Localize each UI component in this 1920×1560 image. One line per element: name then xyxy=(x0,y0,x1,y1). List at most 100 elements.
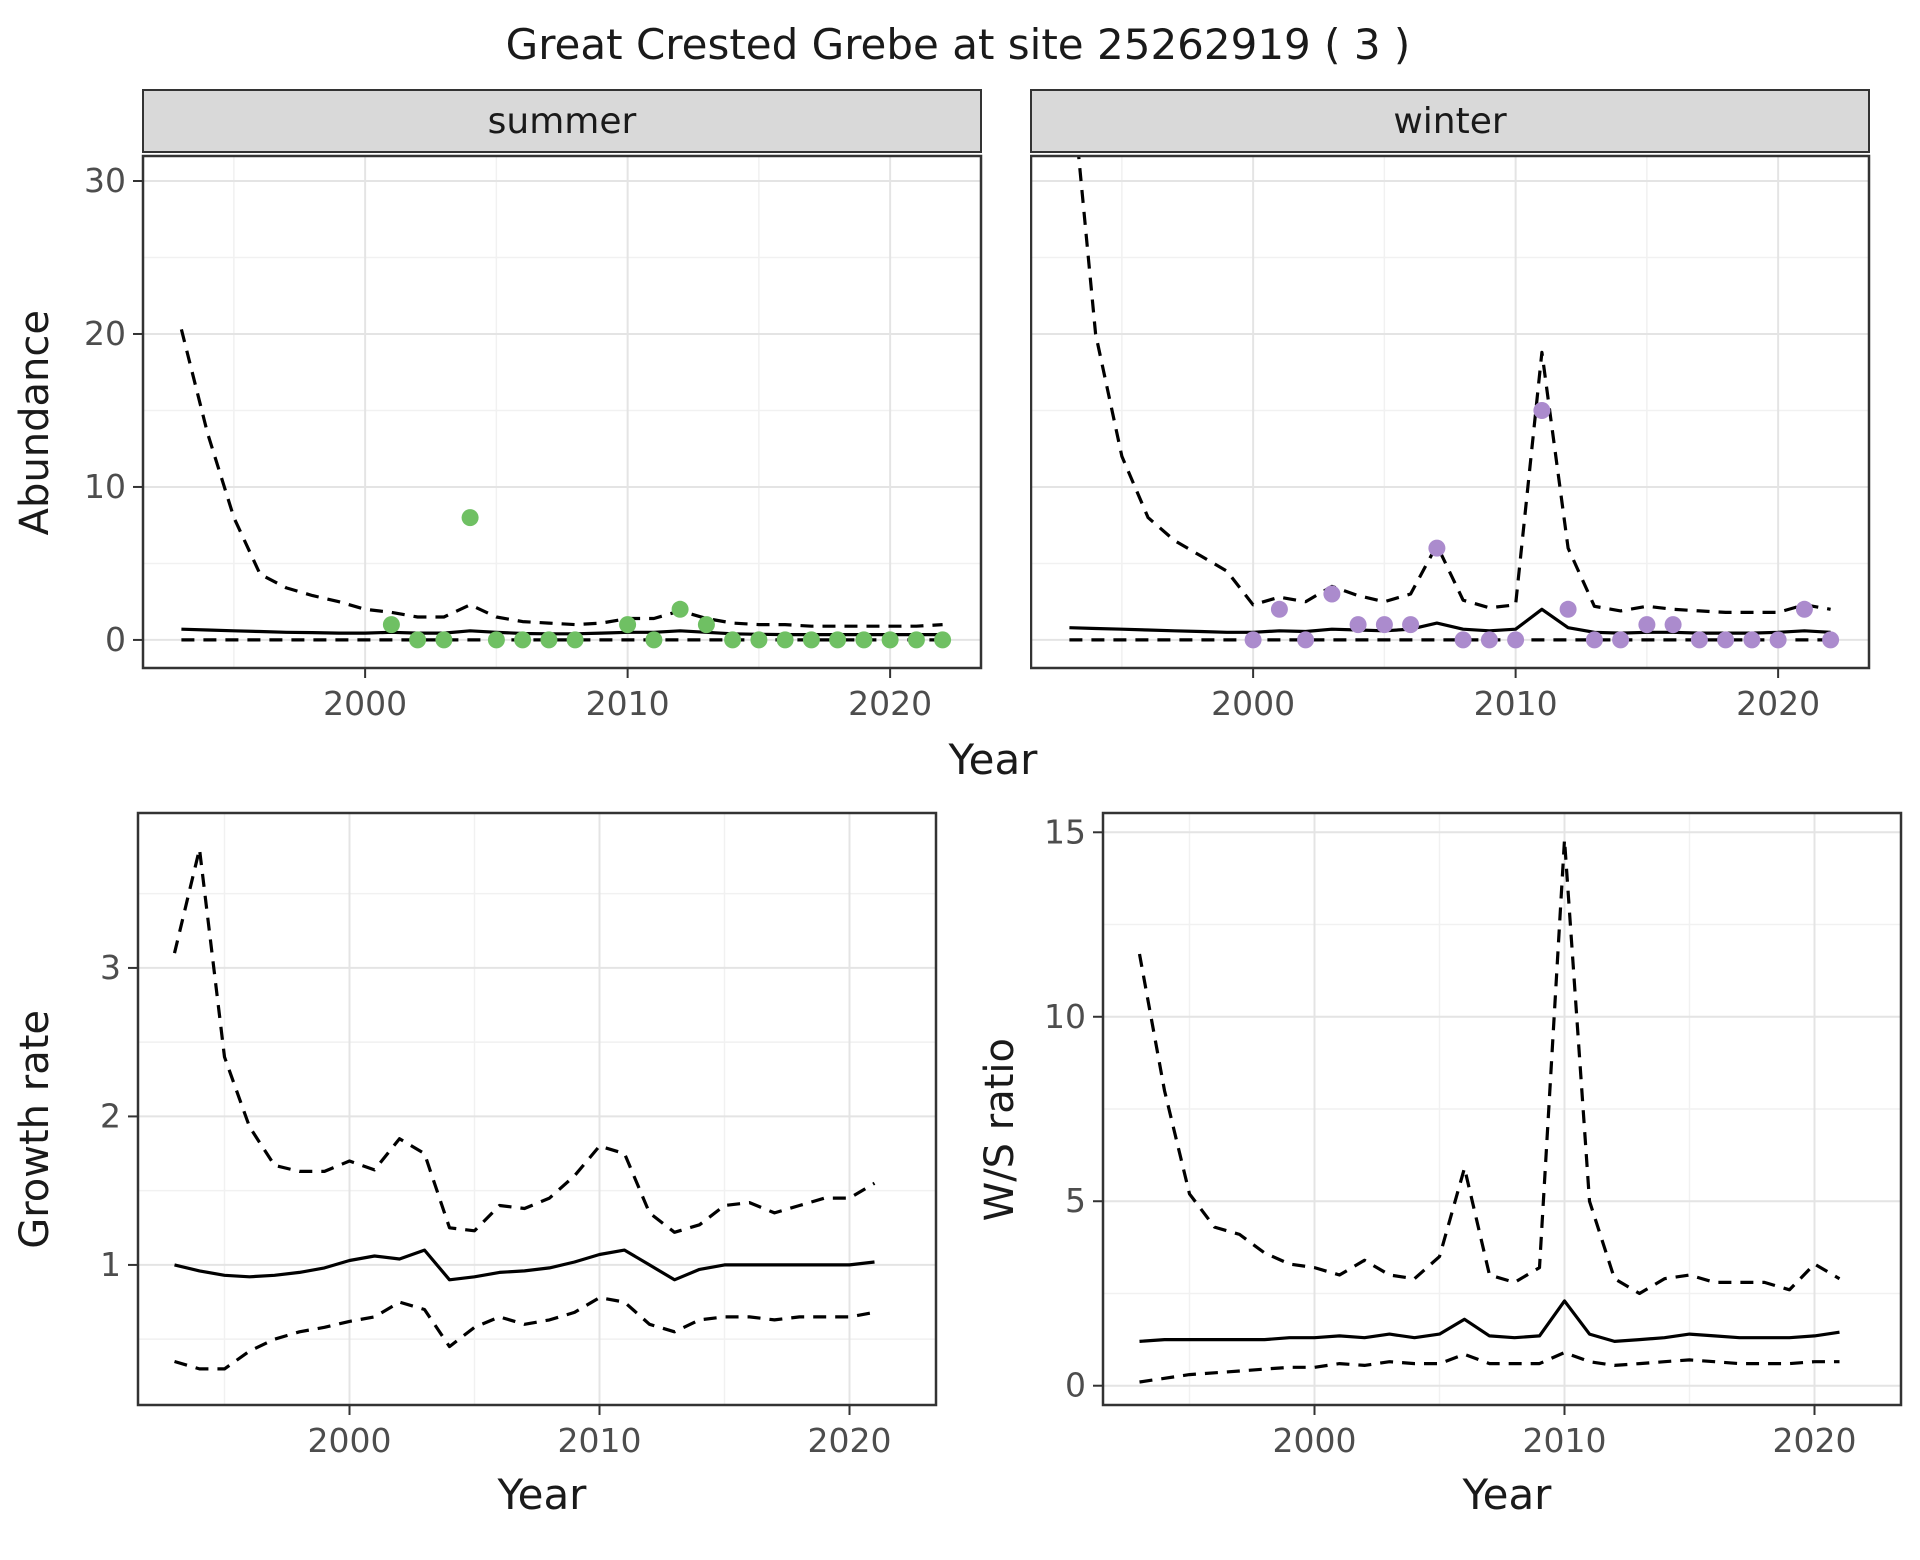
x-tick-label: 2020 xyxy=(1773,1421,1857,1460)
data-point xyxy=(435,631,453,649)
data-point xyxy=(382,616,400,634)
x-tick-label: 2000 xyxy=(1273,1421,1357,1460)
data-point xyxy=(1454,631,1472,649)
data-point xyxy=(1349,616,1367,634)
panel-background xyxy=(1030,155,1870,669)
abundance-summer-plot: 2000 2010 2020 0 10 20 30 xyxy=(84,154,983,723)
gridlines xyxy=(1102,812,1902,1406)
ws-ratio-chart: W/S ratio 2000 2010 2020 0 5 10 15 Year xyxy=(973,810,1912,1519)
data-point xyxy=(1297,631,1315,649)
data-point xyxy=(1638,616,1656,634)
y-axis-title-ws-ratio-text: W/S ratio xyxy=(977,1037,1023,1222)
ci-upper-line xyxy=(1076,155,1831,614)
axis-ticks: 2000 2010 2020 0 10 20 30 xyxy=(84,161,932,723)
ws-ratio-plot: 2000 2010 2020 0 5 10 15 xyxy=(1044,811,1903,1460)
y-tick-label: 0 xyxy=(105,620,126,659)
ci-upper-line xyxy=(179,329,943,628)
ci-lower-line xyxy=(174,1296,875,1371)
data-point xyxy=(776,631,794,649)
data-point xyxy=(750,631,768,649)
series-lines xyxy=(172,847,876,1371)
y-tick-label: 15 xyxy=(1044,812,1086,851)
x-tick-label: 2010 xyxy=(1474,684,1558,723)
data-point xyxy=(645,631,663,649)
fit-line xyxy=(1139,1299,1840,1343)
y-tick-label: 10 xyxy=(1044,997,1086,1036)
axis-ticks: 2000 2010 2020 xyxy=(1211,669,1820,723)
data-point xyxy=(1795,600,1813,618)
y-axis-title-growth-rate: Growth rate xyxy=(8,810,62,1519)
growth-rate-plot: 2000 2010 2020 1 2 3 xyxy=(100,811,938,1460)
data-point xyxy=(1822,631,1840,649)
ci-upper-line xyxy=(1137,838,1841,1296)
data-point xyxy=(540,631,558,649)
abundance-winter-plot: 2000 2010 2020 xyxy=(1030,154,1871,723)
panel-border xyxy=(1101,811,1903,1407)
data-point xyxy=(671,600,689,618)
x-tick-label: 2000 xyxy=(1211,684,1295,723)
gridlines xyxy=(137,812,937,1406)
series-lines xyxy=(1137,838,1841,1384)
data-point xyxy=(1270,600,1288,618)
data-point xyxy=(1769,631,1787,649)
panel-background xyxy=(137,812,937,1406)
y-tick-label: 10 xyxy=(84,467,126,506)
data-point xyxy=(566,631,584,649)
bottom-row: Growth rate 2000 2010 2020 1 2 3 Year W/S rat… xyxy=(8,810,1920,1519)
x-tick-label: 2000 xyxy=(323,684,407,723)
x-tick-label: 2010 xyxy=(558,1421,642,1460)
x-axis-title-growth-rate: Year xyxy=(62,1470,947,1519)
panel-border xyxy=(136,811,938,1407)
y-axis-title-growth-rate-text: Growth rate xyxy=(12,1010,58,1249)
x-axis-title-abundance-text: Year xyxy=(948,735,1038,784)
panel-border xyxy=(1030,154,1871,670)
axis-ticks: 2000 2010 2020 0 5 10 15 xyxy=(1044,812,1856,1460)
observed-winter-points xyxy=(1244,402,1840,649)
y-axis-title-ws-ratio: W/S ratio xyxy=(973,810,1027,1519)
y-tick-label: 30 xyxy=(84,161,126,200)
facet-winter: winter 2000 2010 2020 xyxy=(1030,89,1878,733)
data-point xyxy=(1480,631,1498,649)
x-axis-title-growth-rate-text: Year xyxy=(497,1470,587,1519)
y-tick-label: 2 xyxy=(100,1096,121,1135)
data-point xyxy=(1612,631,1630,649)
data-point xyxy=(1743,631,1761,649)
chart-title: Great Crested Grebe at site 25262919 ( 3… xyxy=(505,20,1411,69)
facet-summer: summer 2000 2010 2020 0 10 20 30 xyxy=(62,89,990,733)
data-point xyxy=(1244,631,1262,649)
data-point xyxy=(802,631,820,649)
data-point xyxy=(1533,402,1551,419)
data-point xyxy=(1375,616,1393,634)
facet-strip-winter-label: winter xyxy=(1393,100,1507,142)
axis-ticks: 2000 2010 2020 1 2 3 xyxy=(100,948,891,1460)
data-point xyxy=(724,631,742,649)
y-tick-label: 0 xyxy=(1065,1366,1086,1405)
data-point xyxy=(1717,631,1735,649)
growth-rate-chart-col: 2000 2010 2020 1 2 3 Year xyxy=(62,810,947,1519)
data-point xyxy=(1690,631,1708,649)
panel-background xyxy=(142,155,982,669)
data-point xyxy=(855,631,873,649)
y-tick-label: 5 xyxy=(1065,1181,1086,1220)
data-point xyxy=(881,631,899,649)
x-axis-title-ws-ratio-text: Year xyxy=(1462,1470,1552,1519)
y-tick-label: 20 xyxy=(84,314,126,353)
observed-summer-points xyxy=(382,509,952,649)
growth-rate-chart: Growth rate 2000 2010 2020 1 2 3 Year xyxy=(8,810,947,1519)
data-point xyxy=(487,631,505,649)
y-axis-title-abundance: Abundance xyxy=(8,89,62,733)
data-point xyxy=(934,631,952,649)
data-point xyxy=(514,631,532,649)
data-point xyxy=(1559,600,1577,618)
data-point xyxy=(907,631,925,649)
abundance-row: Abundance summer 2000 2010 2020 0 10 20 30 win… xyxy=(8,89,1920,733)
x-tick-label: 2020 xyxy=(1736,684,1820,723)
data-point xyxy=(461,509,479,527)
ci-upper-line xyxy=(172,847,876,1234)
y-axis-title-abundance-text: Abundance xyxy=(12,310,58,536)
data-point xyxy=(409,631,427,649)
facet-strip-summer: summer xyxy=(142,89,982,153)
gridlines xyxy=(142,155,982,669)
ws-ratio-chart-col: 2000 2010 2020 0 5 10 15 Year xyxy=(1027,810,1912,1519)
